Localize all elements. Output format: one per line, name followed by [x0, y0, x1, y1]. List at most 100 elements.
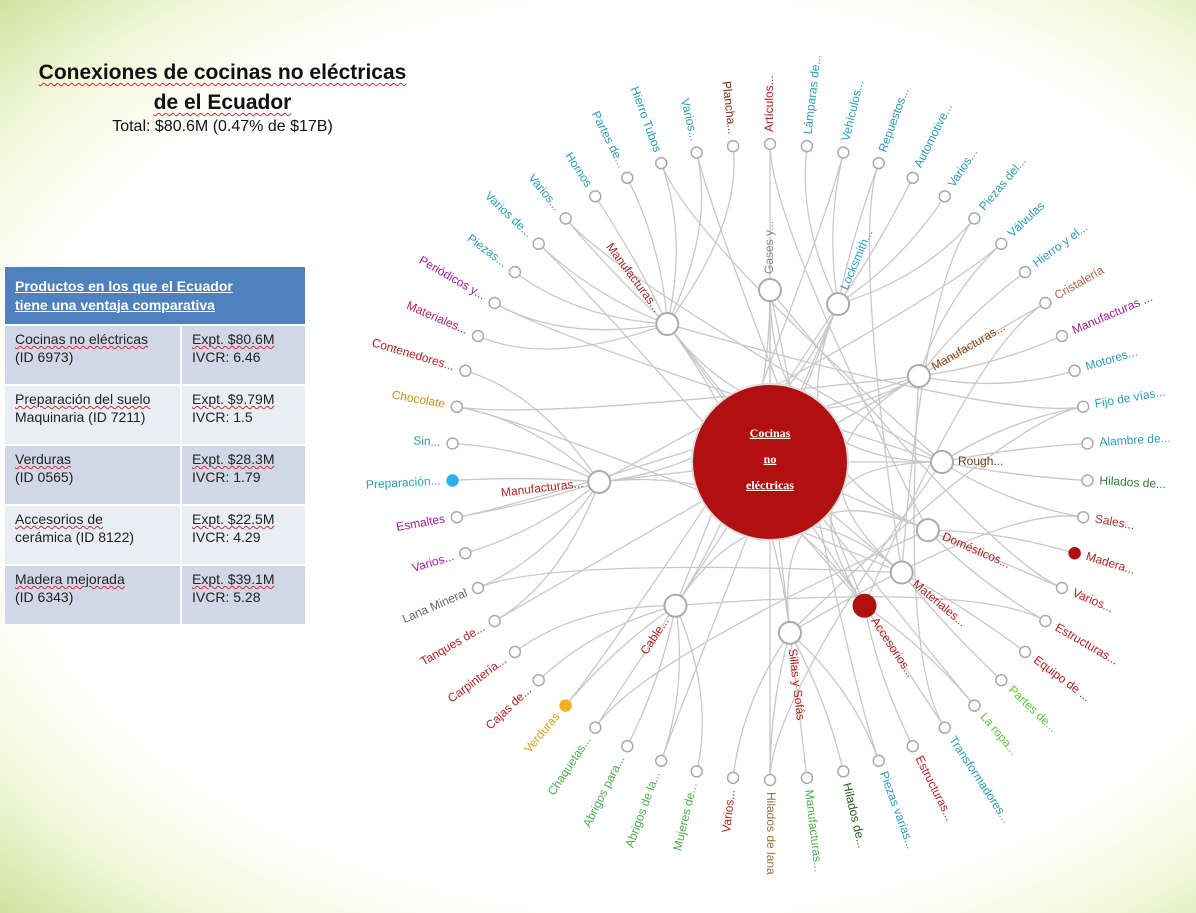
node-label: Manufacturas...: [929, 320, 1008, 373]
table-cell: Accesorios de cerámica (ID 8122): [5, 504, 182, 565]
outer-node: [621, 739, 634, 753]
inner-node: [655, 312, 680, 337]
edge: [732, 632, 791, 778]
node-label: Preparación...: [366, 473, 441, 491]
inner-node: [915, 518, 940, 543]
node-label: Hierro Tubos: [628, 85, 665, 154]
node-label: Accesorios...: [868, 615, 917, 680]
inner-node: [758, 278, 782, 302]
edge: [789, 515, 1084, 634]
table-row: Madera mejorada (ID 6343) Expt. $39.1M IVCR…: [5, 564, 305, 624]
outer-node: [559, 212, 572, 225]
edge: [918, 243, 1002, 377]
edge: [837, 195, 946, 305]
node-label: Hornos: [562, 150, 595, 190]
cell-line: (ID 6973): [15, 349, 74, 365]
header-line: Productos en los que el Ecuador: [15, 277, 233, 294]
inner-node: [930, 450, 954, 474]
cell-line: IVCR: 4.29: [192, 529, 261, 545]
node-label: Materiales...: [405, 298, 471, 337]
outer-node: [1055, 329, 1069, 343]
node-label: Estructuras...: [913, 753, 957, 822]
edge: [674, 605, 703, 772]
edge: [538, 243, 668, 325]
cell-line: Maquinaria (ID 7211): [15, 409, 146, 425]
edge: [667, 323, 1084, 410]
outer-node: [1081, 474, 1094, 487]
title-block: Conexiones de cocinas no eléctricas de e…: [0, 58, 445, 136]
node-label: Abrigos para...: [580, 753, 628, 829]
node-label: Chaquetas...: [545, 733, 594, 798]
outer-node: [471, 581, 485, 595]
edge: [901, 572, 1002, 681]
outer-node: [906, 171, 919, 185]
outer-node: [1018, 265, 1032, 279]
edge: [769, 461, 943, 781]
edge: [538, 605, 676, 681]
node-label: Materiales...: [910, 577, 969, 630]
edge: [565, 217, 668, 325]
outer-node: [488, 296, 501, 310]
inner-node: [889, 560, 914, 585]
node-label: Sales...: [1094, 512, 1136, 533]
edge: [901, 217, 975, 573]
outer-node: [446, 437, 459, 450]
node-label: Varios...: [410, 549, 455, 575]
table-row: Accesorios de cerámica (ID 8122) Expt. $22…: [5, 504, 305, 565]
node-label: Repuestos...: [876, 86, 912, 154]
cell-line: Cocinas no eléctricas: [15, 331, 149, 347]
node-label: La ropa...: [977, 710, 1020, 758]
node-label: Varios...: [945, 146, 980, 190]
edge: [660, 605, 681, 762]
node-label: Fijo de vías...: [1094, 385, 1167, 411]
outer-node: [1076, 400, 1090, 414]
node-label: Varios...: [719, 789, 738, 833]
node-label: Válvulas: [1005, 199, 1048, 240]
node-label: Vehículos...: [838, 79, 866, 143]
outer-node: [1076, 510, 1090, 524]
edge: [804, 146, 839, 305]
edge: [789, 632, 880, 762]
outer-node: [654, 754, 668, 768]
outer-node: [559, 699, 572, 712]
cell-line: IVCR: 5.28: [192, 589, 261, 605]
node-label: Motores...: [1084, 345, 1139, 374]
edge: [514, 605, 676, 653]
edge: [918, 370, 1075, 385]
edge: [456, 375, 920, 411]
outer-node: [1018, 645, 1032, 659]
node-label: Manufacturas ...: [1070, 290, 1155, 337]
edge: [837, 217, 975, 305]
outer-node: [872, 754, 886, 768]
table-cell: Cocinas no eléctricas (ID 6973): [5, 324, 182, 385]
edge: [565, 217, 943, 463]
node-label: Partes de...: [589, 109, 629, 170]
cell-line: Expt. $28.3M: [192, 451, 275, 467]
outer-node: [938, 190, 951, 203]
edge: [918, 335, 1063, 377]
edge: [941, 442, 1088, 463]
outer-node: [1055, 581, 1069, 595]
node-label: Cajas de...: [483, 683, 534, 733]
outer-node: [800, 771, 814, 785]
table-cell: Expt. $28.3M IVCR: 1.79: [181, 444, 305, 505]
cell-line: Preparación del suelo: [15, 391, 151, 407]
outer-node: [1068, 546, 1081, 560]
outer-node: [906, 739, 919, 753]
edge: [918, 302, 1046, 377]
outer-node: [532, 673, 545, 687]
outer-node: [459, 364, 472, 378]
table-row: Preparación del suelo Maquinaria (ID 7211…: [5, 384, 305, 445]
subtitle: Total: $80.6M (0.47% de $17B): [112, 118, 333, 135]
edge: [837, 162, 880, 305]
table-cell: Verduras (ID 0565): [5, 444, 182, 505]
node-label: Partes de...: [1006, 683, 1060, 735]
edge: [927, 529, 1063, 589]
node-label: Sin...: [413, 433, 441, 449]
node-label: Lámparas de...: [801, 54, 824, 135]
outer-node: [763, 773, 777, 787]
outer-node: [446, 474, 459, 487]
node-label: Hilados de...: [1099, 473, 1166, 491]
node-label: Piezas...: [465, 231, 510, 270]
